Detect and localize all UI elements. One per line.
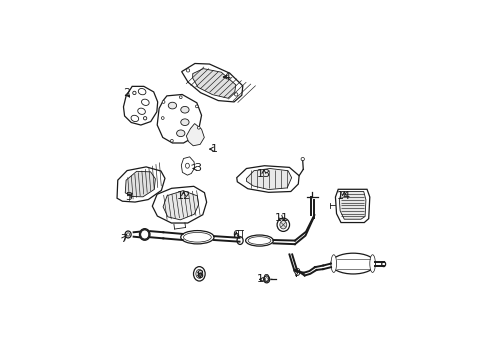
Text: 9: 9 xyxy=(292,268,299,278)
Polygon shape xyxy=(181,157,194,175)
Ellipse shape xyxy=(186,69,189,72)
Ellipse shape xyxy=(125,231,131,238)
Text: 4: 4 xyxy=(223,72,230,82)
Ellipse shape xyxy=(139,229,150,240)
Ellipse shape xyxy=(245,235,273,246)
Text: 3: 3 xyxy=(194,163,201,174)
Polygon shape xyxy=(335,189,369,222)
Ellipse shape xyxy=(195,105,198,108)
Polygon shape xyxy=(192,69,235,98)
Ellipse shape xyxy=(234,93,237,96)
Ellipse shape xyxy=(170,139,173,142)
Ellipse shape xyxy=(277,218,289,231)
Text: 2: 2 xyxy=(122,88,130,98)
Polygon shape xyxy=(123,86,157,125)
Polygon shape xyxy=(339,192,365,219)
Ellipse shape xyxy=(179,96,182,99)
Ellipse shape xyxy=(330,253,375,274)
Ellipse shape xyxy=(141,99,149,105)
Text: 5: 5 xyxy=(125,192,132,202)
Ellipse shape xyxy=(196,269,203,278)
Text: 13: 13 xyxy=(256,169,270,179)
Text: 14: 14 xyxy=(337,191,351,201)
Text: 7: 7 xyxy=(120,234,127,244)
Ellipse shape xyxy=(279,221,286,229)
Ellipse shape xyxy=(176,130,184,136)
Polygon shape xyxy=(157,94,201,143)
Ellipse shape xyxy=(181,107,189,113)
Ellipse shape xyxy=(237,237,243,244)
Ellipse shape xyxy=(126,233,129,236)
Polygon shape xyxy=(186,123,204,146)
Ellipse shape xyxy=(265,278,267,281)
Text: 12: 12 xyxy=(176,191,190,201)
Ellipse shape xyxy=(131,115,139,122)
Ellipse shape xyxy=(330,255,336,273)
Ellipse shape xyxy=(161,117,164,120)
Ellipse shape xyxy=(181,231,214,244)
Ellipse shape xyxy=(197,126,200,129)
Polygon shape xyxy=(125,171,155,197)
Ellipse shape xyxy=(181,119,189,126)
Ellipse shape xyxy=(263,276,269,283)
Text: 6: 6 xyxy=(232,230,239,240)
Polygon shape xyxy=(163,190,198,220)
Ellipse shape xyxy=(143,117,146,120)
Ellipse shape xyxy=(183,233,211,242)
Polygon shape xyxy=(236,166,299,192)
Ellipse shape xyxy=(168,102,176,109)
Polygon shape xyxy=(152,186,206,223)
Ellipse shape xyxy=(381,262,385,267)
Ellipse shape xyxy=(247,237,270,244)
Text: 11: 11 xyxy=(274,213,288,223)
Text: 10: 10 xyxy=(256,274,270,284)
Ellipse shape xyxy=(193,267,205,281)
Ellipse shape xyxy=(138,89,145,95)
Ellipse shape xyxy=(301,157,304,161)
Ellipse shape xyxy=(162,100,164,103)
Ellipse shape xyxy=(185,163,189,168)
Polygon shape xyxy=(246,168,291,190)
Ellipse shape xyxy=(138,108,145,114)
Polygon shape xyxy=(117,167,164,202)
Polygon shape xyxy=(181,63,243,102)
Text: 8: 8 xyxy=(196,270,203,280)
Ellipse shape xyxy=(369,255,375,273)
Ellipse shape xyxy=(132,91,136,95)
Text: 1: 1 xyxy=(211,144,218,154)
